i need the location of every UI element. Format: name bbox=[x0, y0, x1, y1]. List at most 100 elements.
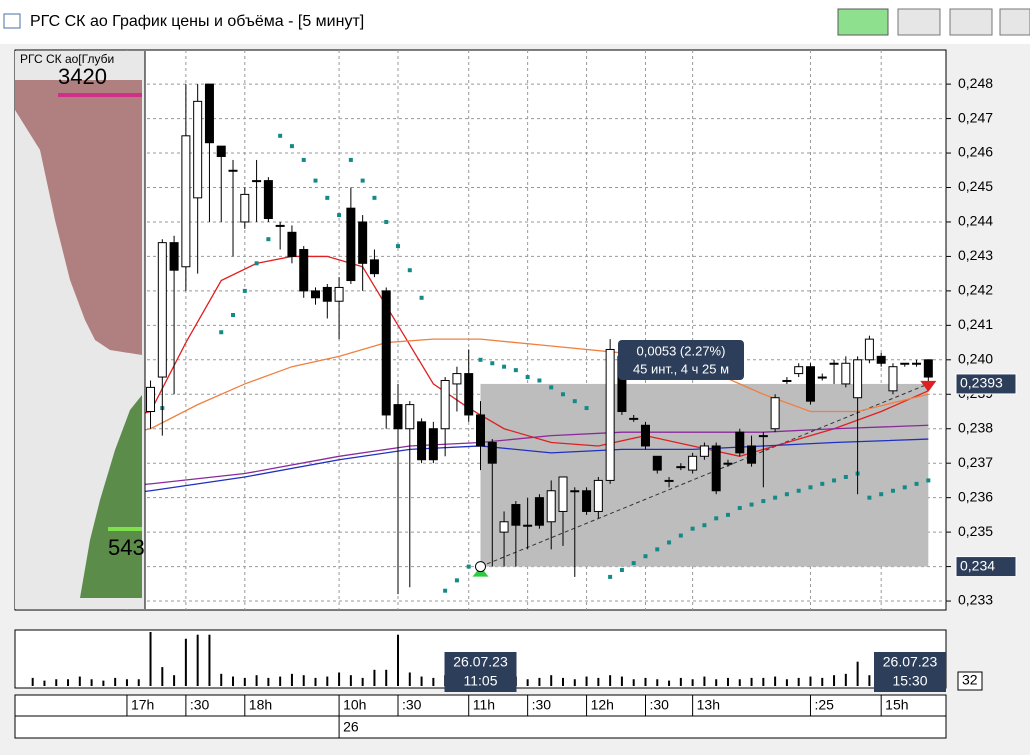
y-tick-label: 0,247 bbox=[958, 109, 993, 125]
window-title: РГС СК ао График цены и объёма - [5 мину… bbox=[30, 13, 364, 30]
cursor-date: 26.07.23 bbox=[453, 654, 508, 670]
minimize-button[interactable] bbox=[897, 8, 941, 36]
candle-body bbox=[794, 366, 804, 375]
cursor-box bbox=[874, 652, 946, 692]
sar-dot bbox=[337, 213, 342, 218]
price-label-box bbox=[955, 373, 1017, 395]
candle-body bbox=[346, 207, 356, 282]
candle-body bbox=[381, 290, 391, 416]
price-label: 0,234 bbox=[960, 557, 995, 573]
candle-body bbox=[817, 376, 827, 379]
sar-dot bbox=[360, 178, 365, 183]
time-label: :30 bbox=[402, 697, 422, 713]
y-tick-label: 0,237 bbox=[958, 454, 993, 470]
candle-body bbox=[146, 386, 156, 413]
y-tick-label: 0,243 bbox=[958, 247, 993, 263]
candle-body bbox=[287, 231, 297, 257]
time-label: 17h bbox=[131, 697, 154, 713]
candle-body bbox=[805, 366, 815, 402]
time-label: 11h bbox=[473, 697, 495, 713]
candle-body bbox=[169, 242, 179, 271]
sar-dot bbox=[643, 554, 648, 559]
sar-dot bbox=[796, 488, 801, 493]
price-label: 0,2393 bbox=[960, 375, 1003, 391]
sar-dot bbox=[737, 505, 742, 510]
candle-body bbox=[652, 455, 662, 471]
y-tick-label: 0,233 bbox=[958, 592, 993, 608]
cursor-time: 11:05 bbox=[464, 673, 498, 689]
sar-dot bbox=[843, 474, 848, 479]
candle-body bbox=[723, 462, 733, 465]
annotation-label: 0,0053 (2.27%) bbox=[637, 343, 726, 358]
candle-body bbox=[440, 379, 450, 430]
candle-body bbox=[417, 421, 427, 461]
sar-dot bbox=[537, 378, 542, 383]
close-button[interactable] bbox=[999, 8, 1030, 36]
sar-dot bbox=[690, 526, 695, 531]
candle-body bbox=[523, 524, 533, 527]
ma-line bbox=[32, 338, 929, 454]
sar-dot bbox=[443, 588, 448, 593]
sar-dot bbox=[266, 237, 271, 242]
cursor-date: 26.07.23 bbox=[883, 654, 938, 670]
y-tick-label: 0,246 bbox=[958, 144, 993, 160]
sar-dot bbox=[584, 406, 589, 411]
sar-dot bbox=[714, 516, 719, 521]
sar-dot bbox=[313, 178, 318, 183]
sar-dot bbox=[678, 533, 683, 538]
y-tick-label: 0,240 bbox=[958, 351, 993, 367]
candle-body bbox=[676, 466, 686, 469]
sar-dot bbox=[914, 481, 919, 486]
time-label: 12h bbox=[591, 697, 614, 713]
time-label: 13h bbox=[697, 697, 720, 713]
sar-dot bbox=[773, 495, 778, 500]
candle-body bbox=[888, 366, 898, 392]
candle-body bbox=[605, 348, 615, 481]
sar-dot bbox=[384, 219, 389, 224]
link-button[interactable] bbox=[837, 8, 889, 36]
time-label: :25 bbox=[814, 697, 834, 713]
candle-body bbox=[735, 431, 745, 454]
candle-body bbox=[912, 362, 922, 365]
sar-dot bbox=[231, 313, 236, 318]
bid-profile bbox=[15, 395, 142, 598]
candle-body bbox=[758, 435, 768, 438]
candle-body bbox=[252, 180, 262, 183]
candle-body bbox=[711, 445, 721, 492]
sar-dot bbox=[572, 399, 577, 404]
sar-dot bbox=[749, 502, 754, 507]
candle-body bbox=[593, 479, 603, 512]
candle-body bbox=[782, 379, 792, 382]
candle-body bbox=[582, 490, 592, 512]
cursor-time: 15:30 bbox=[892, 673, 927, 689]
sar-dot bbox=[502, 364, 507, 369]
sar-dot bbox=[902, 485, 907, 490]
candle-body bbox=[405, 404, 415, 430]
sar-dot bbox=[407, 268, 412, 273]
ask-profile bbox=[15, 80, 142, 355]
sar-dot bbox=[725, 512, 730, 517]
candle-body bbox=[216, 145, 226, 157]
sar-dot bbox=[396, 244, 401, 249]
sar-dot bbox=[278, 133, 283, 138]
candle-body bbox=[464, 373, 474, 416]
sar-dot bbox=[655, 547, 660, 552]
time-label: :30 bbox=[532, 697, 552, 713]
sar-dot bbox=[879, 492, 884, 497]
sar-dot bbox=[784, 492, 789, 497]
annotation-sublabel: 45 инт., 4 ч 25 м bbox=[633, 361, 729, 376]
time-label: 15h bbox=[885, 697, 908, 713]
maximize-button[interactable] bbox=[949, 8, 993, 36]
sar-dot bbox=[348, 157, 353, 162]
price-label-box bbox=[955, 556, 1017, 578]
candle-body bbox=[157, 242, 167, 378]
range-diagonal bbox=[480, 383, 929, 568]
sar-dot bbox=[289, 144, 294, 149]
candle-body bbox=[640, 424, 650, 447]
candle-body bbox=[358, 221, 368, 264]
app-icon bbox=[3, 13, 21, 29]
sar-dot bbox=[832, 478, 837, 483]
sar-dot bbox=[454, 578, 459, 583]
candle-body bbox=[664, 479, 674, 482]
